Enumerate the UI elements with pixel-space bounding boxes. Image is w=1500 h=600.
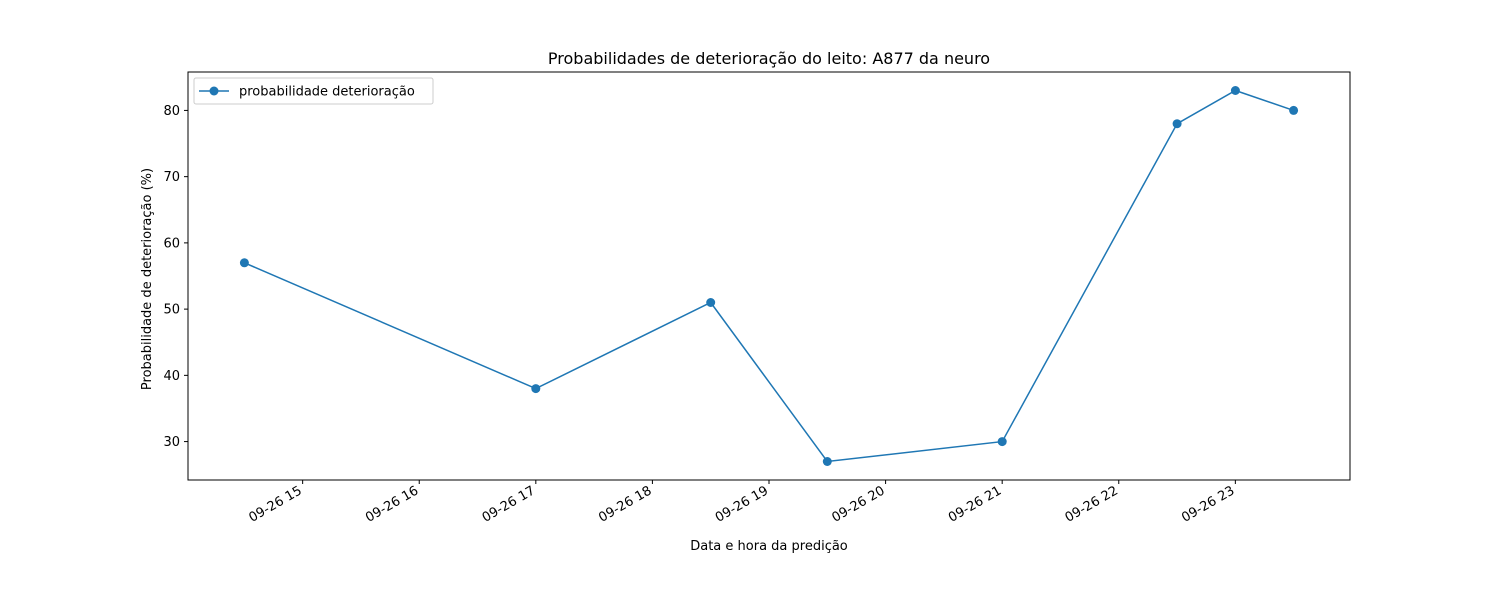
legend-marker [209, 86, 219, 96]
data-point [997, 437, 1007, 447]
x-tick-label: 09-26 20 [829, 483, 887, 525]
x-tick-label: 09-26 17 [480, 483, 538, 525]
plot-area [188, 72, 1350, 480]
x-tick-label: 09-26 23 [1179, 483, 1237, 525]
x-tick-label: 09-26 16 [363, 483, 421, 525]
series-line [244, 89, 1294, 463]
series-layer [239, 86, 1299, 466]
data-point [1230, 86, 1240, 95]
x-tick-label: 09-26 18 [596, 483, 654, 525]
y-tick-label: 60 [163, 236, 180, 251]
y-tick-label: 70 [163, 170, 180, 185]
plot-frame [187, 71, 1351, 481]
y-tick-label: 50 [163, 303, 180, 318]
legend-label: probabilidade deterioração [239, 85, 415, 100]
chart-title: Probabilidades de deterioração do leito:… [548, 49, 990, 68]
x-axis-label: Data e hora da predição [690, 539, 848, 554]
y-axis-label: Probabilidade de deterioração (%) [140, 168, 155, 390]
x-tick-label: 09-26 15 [247, 483, 305, 525]
data-point [531, 384, 541, 394]
data-point [706, 298, 716, 307]
legend: probabilidade deterioração [193, 77, 434, 105]
data-point [1289, 105, 1299, 115]
x-tick-label: 09-26 22 [1063, 483, 1121, 525]
x-tick-label: 09-26 21 [946, 483, 1004, 525]
y-tick-label: 30 [163, 435, 180, 450]
data-point [822, 457, 832, 466]
y-tick-label: 40 [163, 369, 180, 384]
data-point [239, 258, 249, 268]
legend-box [193, 77, 434, 105]
x-tick-label: 09-26 19 [713, 483, 771, 525]
y-tick-label: 80 [163, 104, 180, 119]
data-point [1172, 119, 1182, 129]
